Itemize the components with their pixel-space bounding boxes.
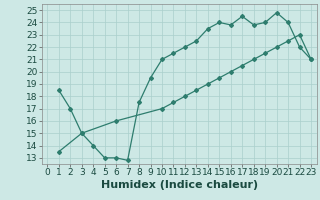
X-axis label: Humidex (Indice chaleur): Humidex (Indice chaleur) [100, 180, 258, 190]
